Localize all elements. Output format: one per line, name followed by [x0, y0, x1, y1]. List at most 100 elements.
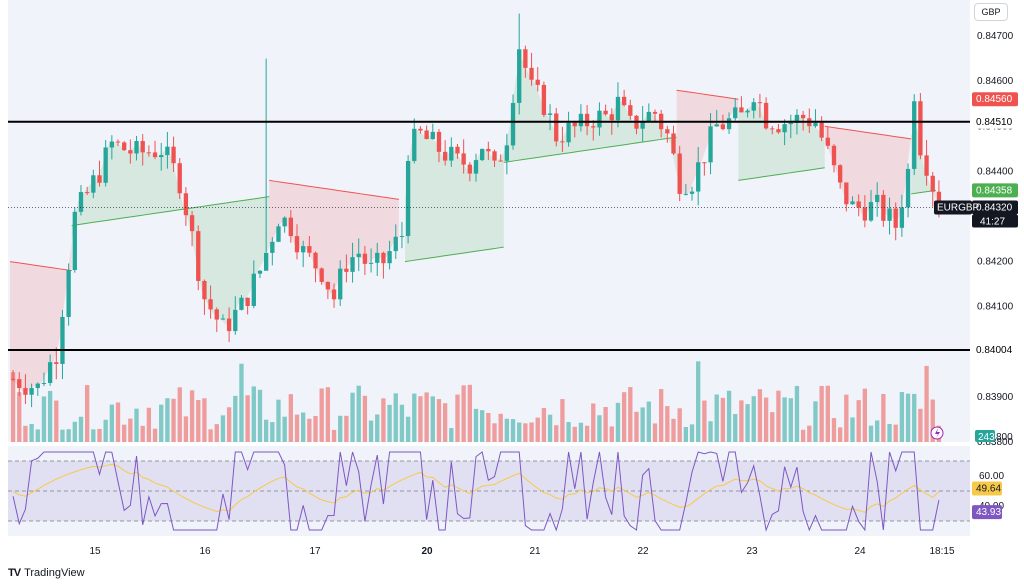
- candle-body: [708, 126, 713, 163]
- candle-body: [547, 113, 553, 115]
- time-tick-label: 16: [199, 546, 211, 557]
- candle-body: [930, 175, 935, 192]
- candle-body: [78, 192, 84, 212]
- candle-body: [146, 152, 152, 154]
- volume-bar: [905, 393, 911, 442]
- candle-body: [837, 165, 843, 183]
- volume-bar: [294, 414, 300, 442]
- candle-body: [640, 121, 645, 129]
- candle-body: [251, 273, 256, 306]
- candle-body: [307, 246, 312, 253]
- candle-body: [887, 208, 892, 221]
- candle-body: [776, 129, 781, 133]
- volume-bar: [263, 419, 269, 442]
- candle-body: [368, 262, 374, 264]
- level-label: 0.84004: [976, 345, 1013, 356]
- volume-bar: [615, 402, 621, 442]
- volume-bar: [226, 407, 232, 442]
- candle-body: [257, 270, 263, 274]
- volume-bar: [23, 425, 28, 442]
- candle-body: [726, 118, 732, 130]
- candle-body: [430, 131, 435, 140]
- time-tick-label: 21: [529, 546, 541, 557]
- supertrend-fill: [10, 240, 72, 392]
- volume-bar: [387, 404, 392, 442]
- candle-body: [652, 111, 658, 114]
- tradingview-brand: TV TradingView: [8, 567, 85, 579]
- volume-bar: [128, 418, 133, 442]
- candle-body: [794, 114, 800, 123]
- volume-bar: [78, 416, 84, 442]
- time-tick-label: 24: [854, 546, 866, 557]
- volume-bar: [807, 425, 812, 442]
- candle-body: [239, 297, 244, 310]
- brand-name: TradingView: [24, 567, 85, 579]
- trend-up-label-bg: [972, 183, 1018, 198]
- volume-bar: [109, 404, 115, 442]
- price-tick-label: 0.83800: [977, 437, 1014, 448]
- lightning-glyph: [935, 428, 940, 438]
- volume-bar: [800, 429, 806, 442]
- volume-bar: [146, 407, 152, 442]
- volume-label: 243: [978, 432, 995, 443]
- candle-body: [183, 193, 189, 216]
- candle-body: [140, 141, 145, 153]
- currency-button[interactable]: GBP: [974, 3, 1008, 21]
- volume-bar: [152, 428, 158, 442]
- volume-bar: [893, 424, 898, 442]
- level-label-bg: [972, 114, 1018, 129]
- candle-body: [350, 257, 355, 272]
- volume-bar: [159, 404, 164, 442]
- volume-bar: [60, 429, 65, 442]
- candle-body: [381, 252, 386, 264]
- volume-bar: [282, 416, 287, 442]
- candle-body: [263, 252, 269, 271]
- candle-body: [646, 111, 651, 122]
- volume-bar: [313, 415, 318, 442]
- trend-up-label: 0.84358: [976, 185, 1013, 196]
- volume-bar: [356, 385, 361, 442]
- volume-bar: [375, 414, 380, 442]
- candle-body: [739, 107, 744, 113]
- volume-bar: [115, 402, 121, 442]
- time-tick-label: 18:15: [929, 546, 954, 557]
- candle-body: [399, 236, 405, 238]
- volume-bar: [449, 428, 454, 442]
- volume-bar: [702, 400, 707, 442]
- candle-body: [517, 49, 522, 103]
- volume-bar: [683, 427, 689, 442]
- candle-body: [578, 113, 584, 127]
- candle-body: [566, 122, 571, 143]
- volume-bar: [541, 408, 547, 442]
- candle-body: [10, 378, 16, 380]
- candle-body: [288, 217, 293, 237]
- time-tick-label: 23: [746, 546, 758, 557]
- candle-body: [233, 309, 238, 332]
- volume-bar: [17, 392, 22, 442]
- candle-body: [918, 101, 923, 156]
- candle-body: [541, 84, 547, 115]
- symbol-label-bg: [934, 200, 972, 215]
- candle-body: [325, 281, 331, 290]
- volume-bar: [510, 419, 516, 442]
- volume-bar: [196, 400, 201, 442]
- candle-body: [436, 131, 442, 152]
- candle-body: [560, 141, 565, 143]
- candle-body: [171, 146, 176, 164]
- level-label-bg: [972, 342, 1018, 357]
- volume-bar: [689, 424, 695, 442]
- candle-body: [615, 96, 621, 121]
- candle-body: [84, 192, 90, 194]
- volume-bar: [881, 394, 886, 442]
- volume-bar: [547, 414, 553, 442]
- candle-body: [122, 142, 127, 151]
- rsi-ma-value-label-bg: [972, 481, 1002, 496]
- candle-body: [356, 253, 361, 258]
- candle-body: [202, 280, 207, 300]
- candle-body: [529, 67, 534, 80]
- candle-body: [134, 141, 139, 154]
- volume-bar: [634, 411, 639, 442]
- candle-body: [338, 268, 343, 300]
- volume-bar: [757, 389, 763, 442]
- candle-body: [405, 160, 411, 237]
